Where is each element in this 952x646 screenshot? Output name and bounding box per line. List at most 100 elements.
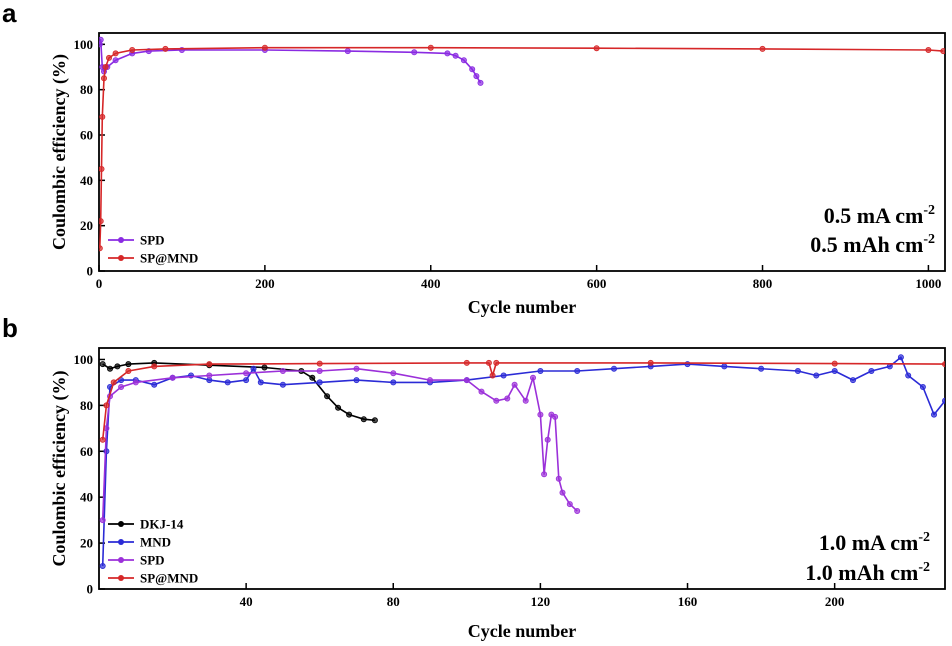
panel-a-data-point — [106, 54, 113, 61]
panel-b-x-tick-label: 160 — [678, 594, 698, 609]
panel-a-data-point — [460, 57, 467, 64]
panel-b-x-axis-title: Cycle number — [468, 621, 576, 641]
panel-b-x-tick-label: 80 — [387, 594, 400, 609]
panel-b-data-point — [279, 381, 286, 388]
panel-b-data-point — [316, 379, 323, 386]
panel-b-legend-marker — [118, 539, 124, 545]
panel-a-legend-label: SPD — [140, 233, 165, 248]
panel-b-y-axis-title: Coulombic efficiency (%) — [49, 371, 70, 567]
panel-a-legend-marker — [118, 237, 124, 243]
panel-b-series-line — [102, 362, 375, 422]
panel-a-condition-label: 0.5 mAh cm-2 — [810, 232, 935, 257]
plot-b: 0 20 40 60 80 100 40 80 120 160 200 Cycle number Cou… — [49, 347, 946, 641]
panel-b-data-point — [107, 365, 114, 372]
panel-b-series-line — [101, 362, 945, 440]
panel-b-x-tick-label: 40 — [240, 594, 253, 609]
panel-b-y-tick-label: 0 — [87, 582, 94, 597]
panel-b: b 0 20 40 60 80 100 40 80 120 160 200 Cycle number C… — [2, 313, 946, 641]
panel-b-data-point — [169, 374, 176, 381]
panel-a-data-point — [129, 47, 136, 54]
panel-b-data-point — [279, 367, 286, 374]
panel-b-data-point — [942, 397, 945, 404]
panel-a-x-tick-label: 200 — [255, 276, 275, 291]
panel-b-data-point — [721, 363, 728, 370]
panel-b-data-point — [919, 383, 926, 390]
panel-b-data-point — [390, 379, 397, 386]
panel-b-data-point — [206, 372, 213, 379]
panel-b-data-point — [103, 402, 110, 409]
panel-b-legend-label: SP@MND — [140, 571, 198, 586]
panel-b-data-point — [206, 361, 213, 368]
panel-a-data-point — [99, 245, 103, 252]
panel-a-data-point — [162, 45, 169, 52]
panel-b-series-sp-mnd — [99, 359, 945, 443]
panel-a-data-point — [102, 64, 109, 71]
panel-b-data-point — [647, 359, 654, 366]
panel-b-data-point — [794, 367, 801, 374]
panel-b-data-point — [99, 361, 106, 368]
panel-b-data-point — [566, 501, 573, 508]
panel-b-data-point — [541, 471, 548, 478]
panel-b-data-point — [360, 416, 367, 423]
panel-b-data-point — [574, 367, 581, 374]
panel-a-data-point — [101, 75, 108, 82]
panel-a-x-axis-title: Cycle number — [468, 297, 576, 317]
panel-b-data-point — [559, 489, 566, 496]
panel-b-data-point — [493, 397, 500, 404]
panel-b-data-point — [110, 379, 117, 386]
panel-a-y-tick-label: 100 — [74, 37, 94, 52]
panel-b-data-point — [99, 436, 106, 443]
panel-b-data-point — [758, 365, 765, 372]
panel-a-data-point — [477, 79, 484, 86]
panel-b-data-point — [897, 354, 904, 361]
panel-b-condition-label: 1.0 mA cm-2 — [819, 530, 930, 555]
panel-a-legend-label: SP@MND — [140, 251, 198, 266]
panel-b-plot-frame — [98, 347, 946, 590]
panel-b-data-point — [243, 370, 250, 377]
panel-b-data-point — [324, 393, 331, 400]
panel-a-series-line — [99, 46, 944, 249]
panel-b-y-tick-label: 20 — [80, 536, 93, 551]
panel-b-data-point — [224, 379, 231, 386]
panel-b-data-point — [316, 360, 323, 367]
panel-b-legend-label: MND — [140, 535, 171, 550]
panel-b-legend-label: DKJ-14 — [140, 517, 184, 532]
panel-b-data-point — [261, 364, 268, 371]
panel-a-y-tick-label: 40 — [80, 173, 93, 188]
panel-b-data-point — [250, 365, 257, 372]
panel-a-x-tick-label: 400 — [421, 276, 441, 291]
panel-b-data-point — [905, 372, 912, 379]
panel-a-x-tick-label: 600 — [587, 276, 607, 291]
panel-b-data-point — [500, 372, 507, 379]
panel-b-data-point — [125, 367, 132, 374]
panel-a-data-point — [99, 218, 104, 225]
panel-b-data-point — [114, 363, 121, 370]
panel-b-data-point — [530, 374, 537, 381]
panel-a-data-point — [427, 44, 434, 51]
panel-a-series-sp-mnd — [99, 44, 945, 252]
panel-b-data-point — [309, 374, 316, 381]
panel-a-data-point — [344, 48, 351, 55]
panel-a-letter: a — [2, 0, 17, 28]
panel-b-legend-label: SPD — [140, 553, 165, 568]
panel-b-y-tick-label: 60 — [80, 444, 93, 459]
panel-b-data-point — [118, 383, 125, 390]
panel-b-data-point — [316, 367, 323, 374]
panel-a-data-point — [593, 45, 600, 52]
panel-a-y-axis-title: Coulombic efficiency (%) — [49, 54, 70, 250]
panel-b-data-point — [353, 377, 360, 384]
panel-a-data-point — [99, 36, 104, 43]
panel-a-condition-label: 0.5 mA cm-2 — [824, 203, 935, 228]
panel-b-x-tick-label: 200 — [825, 594, 845, 609]
panel-a-plot-frame — [98, 32, 946, 272]
panel-b-data-point — [552, 413, 559, 420]
panel-b-data-point — [125, 361, 132, 368]
panel-a-data-point — [469, 66, 476, 73]
panel-b-data-point — [257, 379, 264, 386]
panel-b-legend-marker — [118, 557, 124, 563]
panel-b-data-point — [850, 377, 857, 384]
panel-a-y-tick-label: 60 — [80, 128, 93, 143]
